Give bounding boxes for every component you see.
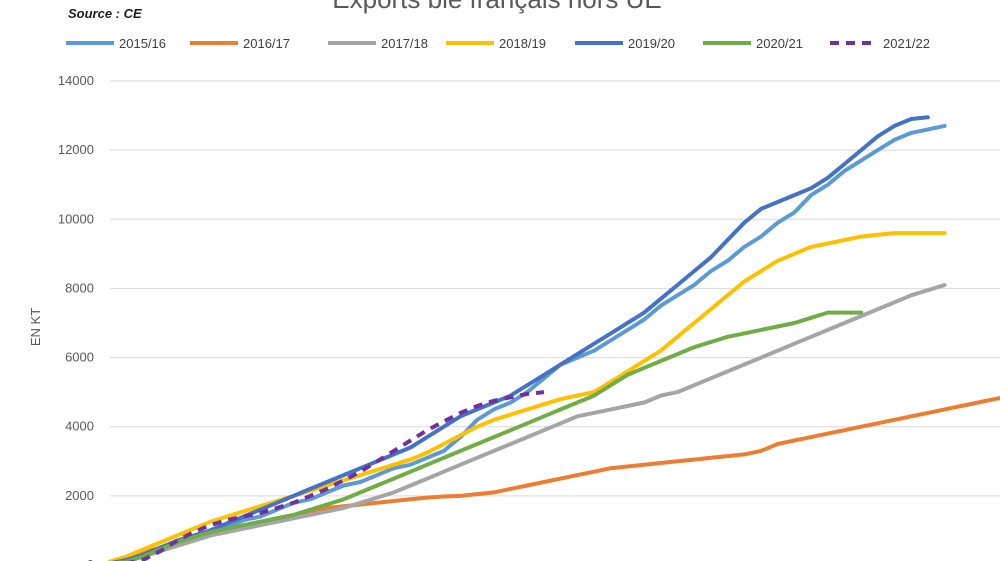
legend: 2015/16 2016/17 2017/18 2018/19 2019/20 2020/… [66,36,930,51]
y-tick-label: 0 [87,557,94,561]
y-tick-label: 8000 [65,280,94,295]
y-tick-label: 4000 [65,419,94,434]
legend-item: 2016/17 [190,36,290,51]
series-lines [108,115,1000,561]
y-tick-label: 12000 [58,142,94,157]
legend-label: 2017/18 [381,36,428,51]
series-line-2018-19 [108,231,947,561]
series-line-2016-17 [108,395,1000,561]
legend-item: 2017/18 [328,36,428,51]
legend-item: 2021/22 [830,36,930,51]
gridlines [110,80,1000,497]
y-axis-label: EN KT [28,308,43,346]
legend-label: 2016/17 [243,36,290,51]
legend-label: 2015/16 [119,36,166,51]
legend-label: 2021/22 [883,36,930,51]
legend-item: 2018/19 [446,36,546,51]
legend-label: 2020/21 [756,36,803,51]
legend-item: 2015/16 [66,36,166,51]
y-tick-label: 14000 [58,73,94,88]
series-line-2021-22 [127,390,545,561]
series-line-2017-18 [111,283,947,561]
y-tick-label: 2000 [65,488,94,503]
legend-item: 2019/20 [575,36,675,51]
chart-source: Source : CE [68,6,142,21]
y-tick-label: 10000 [58,211,94,226]
legend-item: 2020/21 [703,36,803,51]
legend-label: 2019/20 [628,36,675,51]
y-tick-label: 6000 [65,350,94,365]
y-tick-labels: 0 2000 4000 6000 8000 10000 12000 14000 [58,73,94,561]
legend-label: 2018/19 [499,36,546,51]
series-line-2020-21 [116,310,864,561]
chart-title: Exports blé français hors UE [332,0,661,14]
